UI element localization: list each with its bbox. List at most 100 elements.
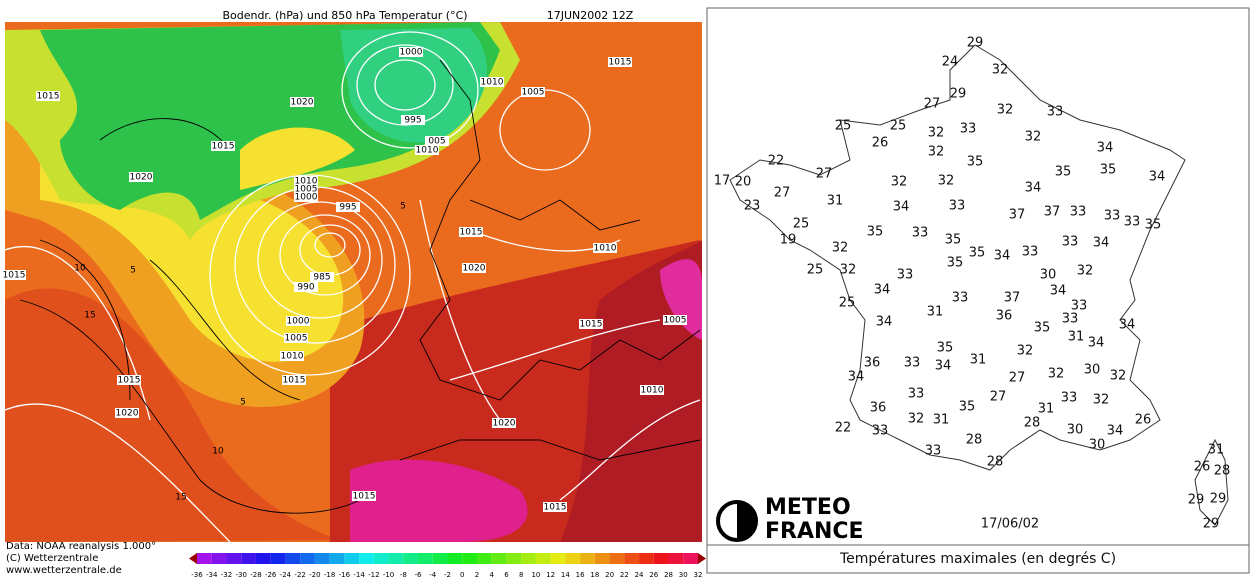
- colorbar-tick: 20: [605, 571, 614, 579]
- panel-frame: [706, 7, 1250, 574]
- colorbar-tick: -10: [383, 571, 394, 579]
- temperature: 33: [960, 122, 977, 137]
- colorbar-cell: [359, 553, 374, 564]
- label-bg: [492, 418, 516, 428]
- pressure-label: 1015: [3, 271, 26, 281]
- temperature: 28: [966, 433, 983, 448]
- pressure-label: 1000: [295, 193, 318, 203]
- colorbar-cell: [270, 553, 286, 564]
- temperature: 33: [1062, 235, 1079, 250]
- label-bg: [117, 375, 141, 385]
- temperature: 33: [925, 444, 942, 459]
- pressure-label: 1015: [353, 492, 376, 502]
- colorbar-tick: 28: [664, 571, 673, 579]
- colorbar-tick: 2: [475, 571, 479, 579]
- colorbar-cell: [226, 553, 242, 564]
- temperature: 31: [933, 413, 950, 428]
- colorbar-cell: [668, 553, 684, 564]
- temperature: 31: [1038, 402, 1055, 417]
- colorbar-cell: [373, 553, 389, 564]
- label-bg: [282, 375, 306, 385]
- temperature: 33: [897, 268, 914, 283]
- map-title: Bodendr. (hPa) und 850 hPa Temperatur (°…: [222, 9, 467, 22]
- contour-label: 15: [84, 311, 95, 321]
- pressure-label: 1020: [493, 419, 516, 429]
- colorbar-tick: 16: [576, 571, 585, 579]
- temperature: 35: [947, 256, 964, 271]
- temperature: 32: [1110, 369, 1127, 384]
- temperature: 35: [969, 246, 986, 261]
- pressure-label: 1005: [295, 185, 318, 195]
- temperature: 24: [942, 55, 959, 70]
- pressure-label: 1015: [609, 58, 632, 68]
- temperature: 32: [1093, 393, 1110, 408]
- colorbar-tick: 30: [679, 571, 688, 579]
- temperature: 33: [904, 356, 921, 371]
- temperature: 36: [870, 401, 887, 416]
- temperature: 29: [1203, 517, 1220, 532]
- temperature: 35: [945, 233, 962, 248]
- pressure-label: 1015: [460, 228, 483, 238]
- temperature: 31: [1068, 330, 1085, 345]
- pressure-label: 1020: [130, 173, 153, 183]
- temperature: 35: [967, 155, 984, 170]
- pressure-label: 1020: [116, 409, 139, 419]
- label-bg: [36, 91, 60, 101]
- map-date: 17JUN2002 12Z: [547, 9, 634, 22]
- temperature: 35: [1145, 218, 1162, 233]
- temperature: 32: [908, 412, 925, 427]
- weather-map: [5, 22, 702, 542]
- colorbar-tick: -26: [265, 571, 277, 579]
- temperature: 29: [950, 87, 967, 102]
- label-bg: [115, 408, 139, 418]
- temperature: 36: [864, 356, 881, 371]
- pressure-label: 1015: [118, 376, 141, 386]
- map-date: 17/06/02: [981, 517, 1039, 532]
- pressure-label: 1000: [287, 317, 310, 327]
- temperature: 29: [1210, 492, 1227, 507]
- temperature: 37: [1009, 208, 1026, 223]
- temperature: 33: [949, 199, 966, 214]
- label-bg: [336, 202, 360, 212]
- colorbar-cell: [314, 553, 330, 564]
- temperature: 34: [1093, 236, 1110, 251]
- pressure-label: 1005: [285, 334, 308, 344]
- label-bg: [401, 115, 425, 125]
- temperature: 31: [927, 305, 944, 320]
- temperature: 33: [1071, 299, 1088, 314]
- temperature: 33: [908, 387, 925, 402]
- colorbar-tick: 4: [489, 571, 494, 579]
- colorbar-tick: 10: [531, 571, 540, 579]
- colorbar-tick: -14: [353, 571, 365, 579]
- colorbar-tick: -4: [429, 571, 437, 579]
- colorbar-cell: [476, 553, 492, 564]
- colorbar-tick: -30: [235, 571, 246, 579]
- temperature: 33: [1104, 209, 1121, 224]
- temperature: 35: [1034, 321, 1051, 336]
- temperature: 37: [1004, 291, 1021, 306]
- pressure-label: 1015: [212, 142, 235, 152]
- temperature: 33: [912, 226, 929, 241]
- label-bg: [294, 176, 318, 186]
- pressure-label: 1000: [400, 48, 423, 58]
- colorbar-cell: [432, 553, 448, 564]
- colorbar-cell: [344, 553, 360, 564]
- temperature: 32: [938, 174, 955, 189]
- temperature: 30: [1089, 438, 1106, 453]
- label-bg: [459, 227, 483, 237]
- colorbar-tick: -24: [280, 571, 292, 579]
- label-bg: [579, 319, 603, 329]
- contour-label: 5: [400, 202, 406, 212]
- colorbar-cell: [506, 553, 522, 564]
- contour-label: 5: [130, 266, 136, 276]
- colorbar-tick: -36: [191, 571, 203, 579]
- temperature: 17: [714, 174, 731, 189]
- colorbar-tick: 8: [519, 571, 523, 579]
- pressure-label: 1010: [295, 177, 318, 187]
- pressure-label: 1010: [481, 78, 504, 88]
- credit: www.wetterzentrale.de: [6, 565, 122, 576]
- contour-label: 5: [240, 398, 246, 408]
- pressure-label: 1015: [37, 92, 60, 102]
- contour-label: 15: [175, 493, 186, 503]
- caption: Températures maximales (en degrés C): [839, 551, 1116, 567]
